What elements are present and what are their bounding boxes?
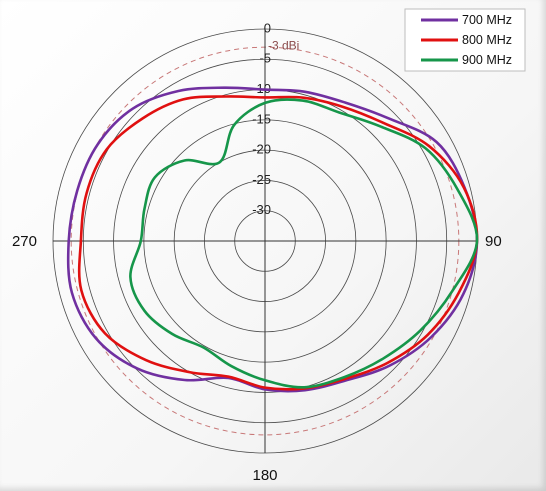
series-line-700-mhz [66, 86, 479, 393]
angle-label-270: 270 [12, 233, 37, 250]
legend-label-900: 900 MHz [462, 53, 512, 67]
legend-label-800: 800 MHz [462, 33, 512, 47]
angle-labels: 90 180 270 [12, 233, 502, 484]
series-layer [66, 86, 479, 393]
radial-tick-label: -25 [252, 172, 271, 187]
radial-tick-labels: 0-5-10-15-20-25-30 [252, 20, 271, 217]
radial-tick-label: -30 [252, 202, 271, 217]
radial-tick-label: -5 [259, 51, 271, 66]
angle-label-180: 180 [252, 467, 277, 484]
radial-tick-label: 0 [264, 20, 271, 35]
angle-label-90: 90 [485, 233, 502, 250]
legend-label-700: 700 MHz [462, 13, 512, 27]
reference-label: -3 dBi [268, 38, 299, 52]
radial-tick-label: -15 [252, 111, 271, 126]
legend: 700 MHz 800 MHz 900 MHz [404, 8, 526, 72]
series-line-800-mhz [77, 95, 479, 391]
axes [53, 29, 477, 453]
series-line-900-mhz [129, 98, 479, 389]
radial-tick-label: -20 [252, 142, 271, 157]
